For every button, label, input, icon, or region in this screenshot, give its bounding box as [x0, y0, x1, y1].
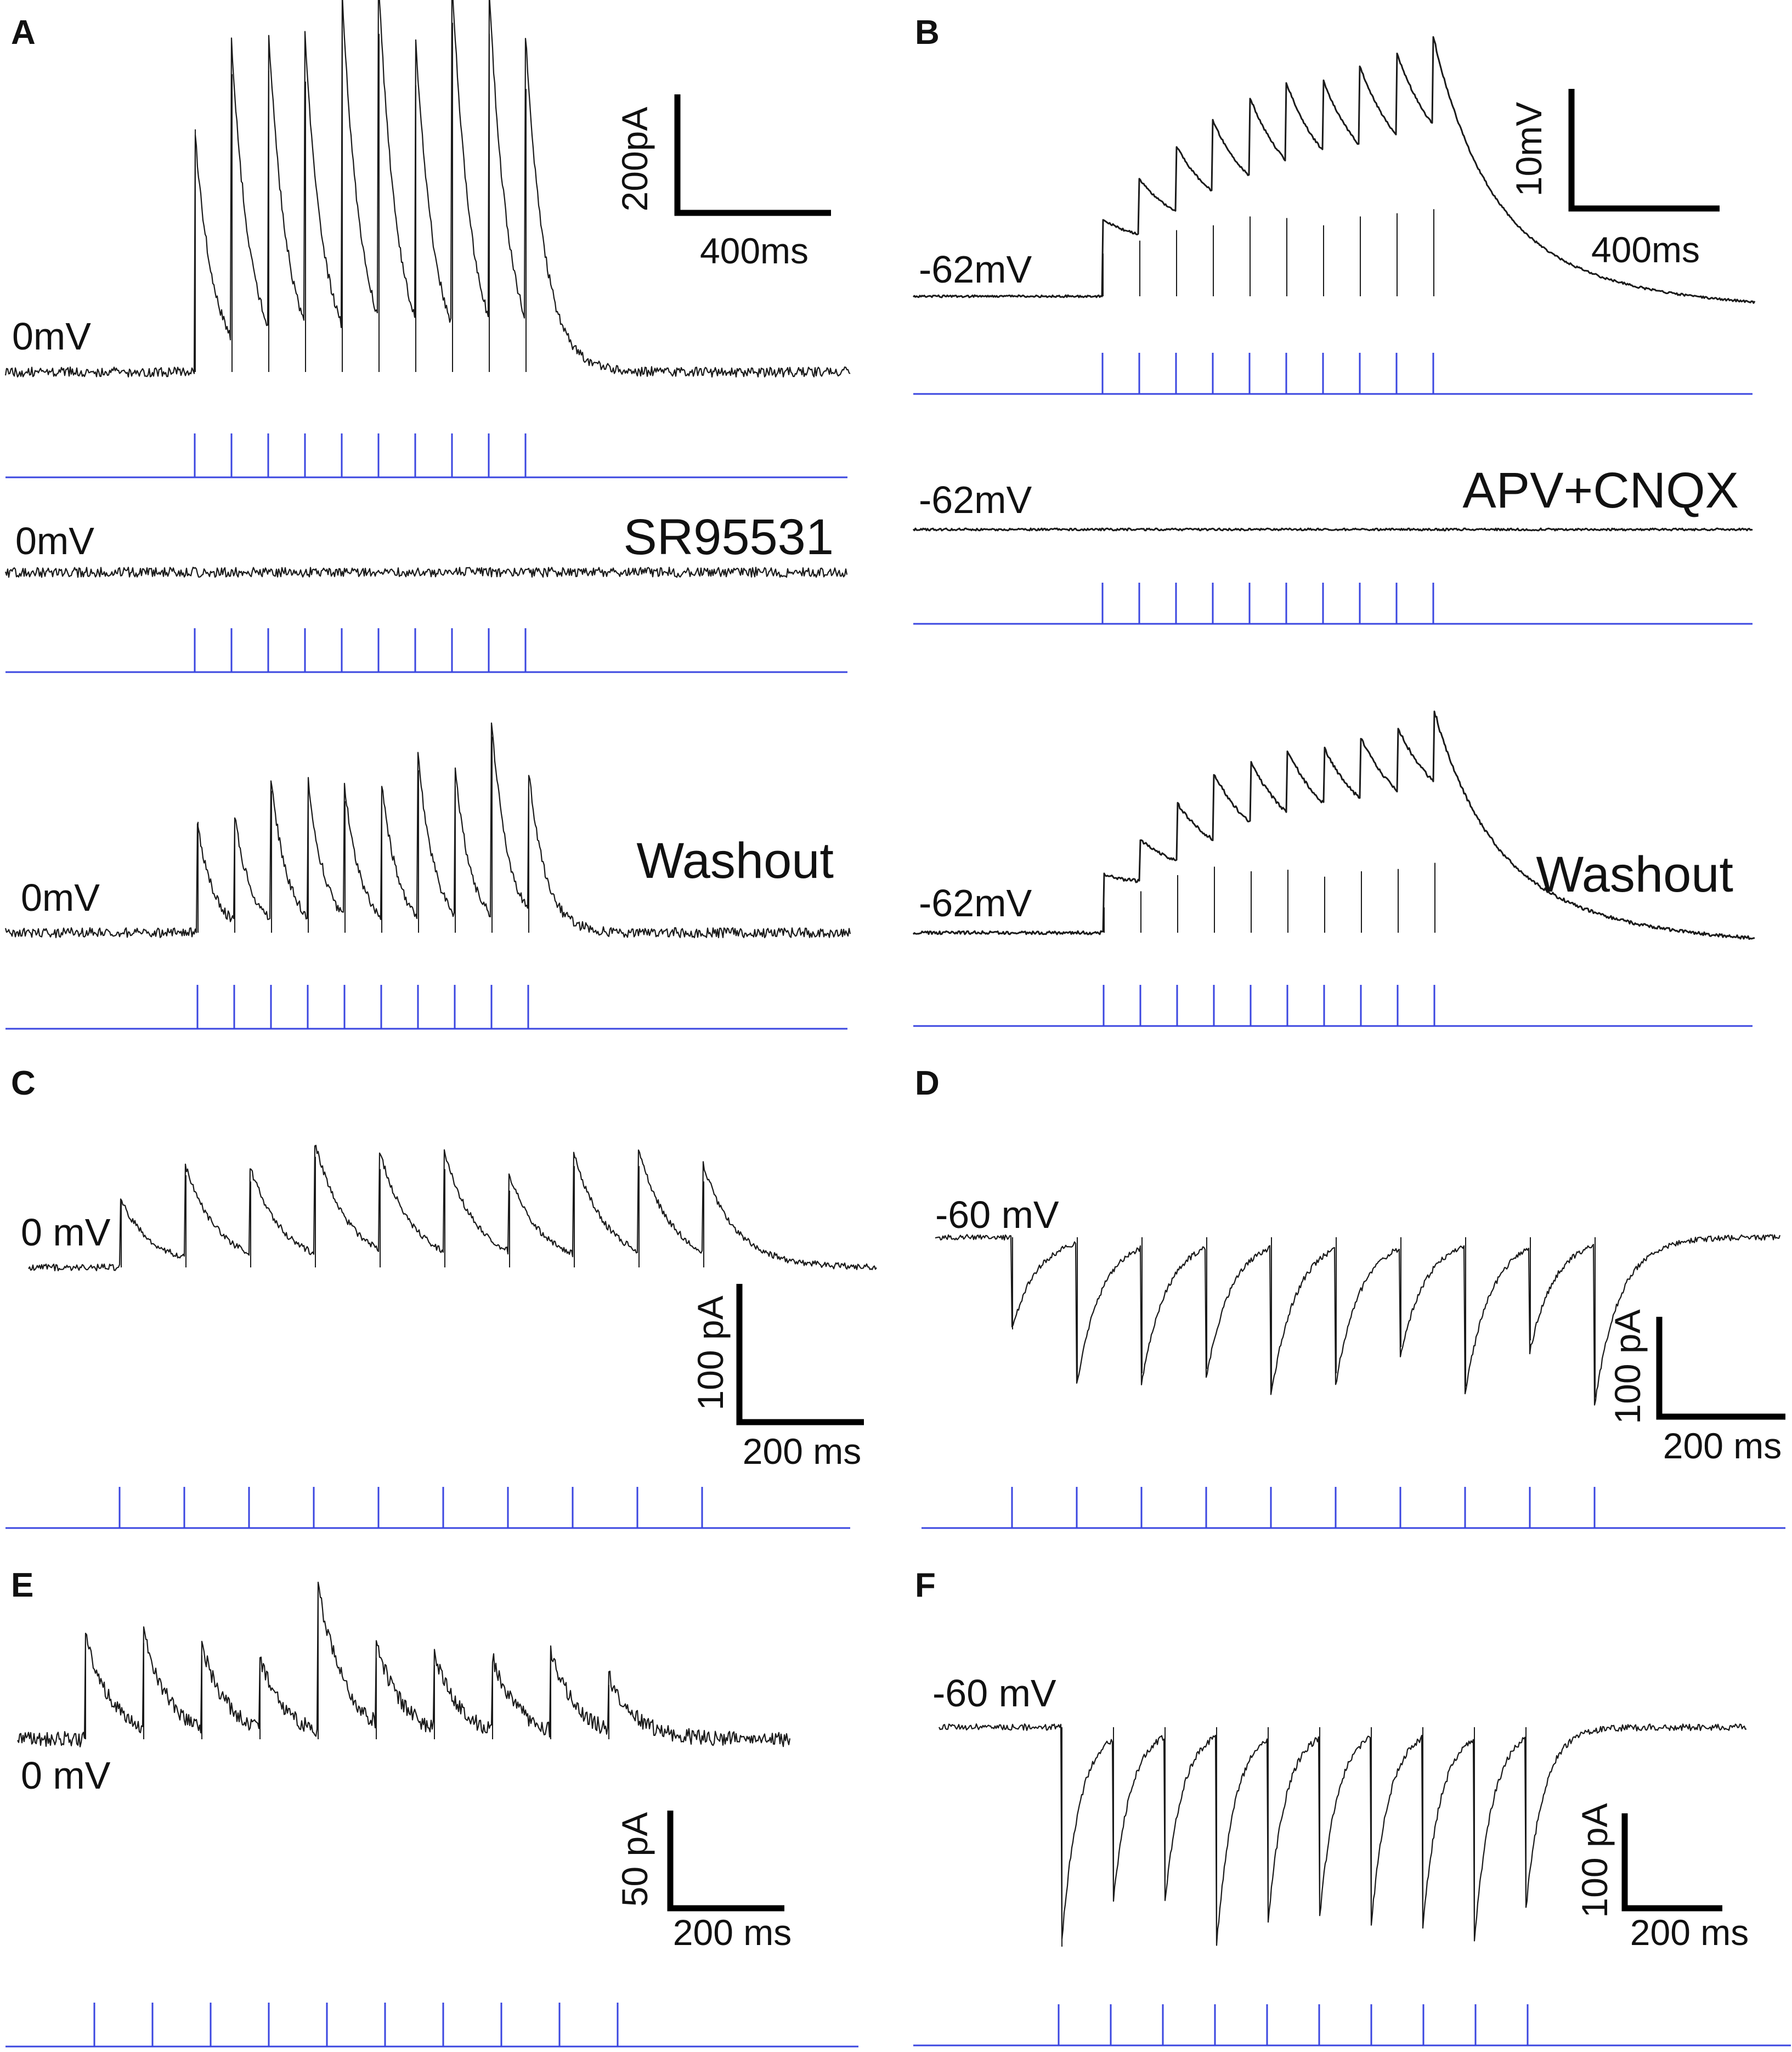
scale-bar-x-label: 200 ms: [743, 1431, 861, 1472]
scale-bar-x-label: 400ms: [700, 230, 809, 271]
stimulus-train: [5, 433, 847, 478]
scale-bar-lines: [736, 1284, 864, 1425]
scale-bar-x-label: 200 ms: [1663, 1425, 1782, 1466]
scale-bar-y-label: 100 pA: [690, 1295, 731, 1410]
panel-letter: F: [915, 1566, 936, 1604]
scale-bar-y-label: 100 pA: [1607, 1309, 1648, 1424]
panel-letter: E: [11, 1566, 33, 1604]
trace-a-2: [4, 566, 848, 578]
trace-d-1: [935, 1234, 1781, 1406]
condition-label: Washout: [636, 833, 834, 889]
stimulus-train: [5, 985, 847, 1030]
holding-potential-label: -62mV: [919, 882, 1032, 924]
scale-bar-y-label: 200pA: [614, 107, 655, 212]
holding-potential-label: -60 mV: [935, 1193, 1059, 1236]
stimulus-train: [913, 985, 1753, 1027]
trace-f-1: [939, 1723, 1747, 1946]
panel-a: A 0mV 0mV SR95531 0mV Washout 200pA 400ms: [4, 0, 851, 1030]
stimulus-train: [913, 583, 1753, 625]
scale-bar: 10mV 400ms: [1508, 89, 1720, 270]
scale-bar-y-label: 10mV: [1508, 102, 1549, 196]
panel-letter: D: [915, 1064, 940, 1102]
holding-potential-label: 0mV: [12, 315, 91, 358]
stimulus-train: [5, 1487, 850, 1529]
panel-letter: A: [11, 14, 36, 52]
trace-e-1: [17, 1581, 791, 1747]
scale-bar-lines: [1568, 89, 1720, 212]
stimulus-train: [5, 628, 847, 673]
trace-b-3: [912, 711, 1755, 940]
scale-bar-x-label: 400ms: [1591, 229, 1700, 270]
scale-bar-x-label: 200 ms: [673, 1912, 792, 1953]
scale-bar: 100 pA 200 ms: [1574, 1803, 1749, 1953]
scale-bar: 50 pA 200 ms: [614, 1811, 792, 1953]
trace-a-3: [4, 722, 851, 938]
stimulus-train: [913, 2004, 1791, 2047]
stimulus-train: [5, 2003, 858, 2048]
stimulus-train: [913, 353, 1753, 395]
stimulus-train: [922, 1487, 1785, 1529]
panel-d: D -60 mV 100 pA 200 ms: [915, 1064, 1785, 1529]
holding-potential-label: -62mV: [919, 478, 1032, 521]
trace-a-1: [4, 0, 851, 378]
panel-letter: C: [11, 1064, 36, 1102]
scale-bar: 100 pA 200 ms: [690, 1284, 864, 1472]
scale-bar-lines: [674, 94, 831, 216]
panel-e: E 0 mV 50 pA 200 ms: [5, 1566, 858, 2048]
panel-c: C 0 mV 100 pA 200 ms: [5, 1064, 877, 1529]
condition-label: APV+CNQX: [1462, 463, 1739, 518]
holding-potential-label: -62mV: [919, 248, 1032, 291]
holding-potential-label: 0mV: [15, 520, 94, 562]
scale-bar-y-label: 50 pA: [614, 1812, 655, 1907]
condition-label: SR95531: [623, 509, 834, 565]
scale-bar-lines: [1621, 1813, 1722, 1912]
trace-b-1: [912, 36, 1756, 304]
holding-potential-label: 0 mV: [21, 1211, 111, 1254]
scale-bar-x-label: 200 ms: [1630, 1912, 1749, 1953]
trace-c-1: [28, 1145, 877, 1271]
panel-f: F -60 mV 100 pA 200 ms: [913, 1566, 1791, 2047]
scale-bar-y-label: 100 pA: [1574, 1803, 1615, 1918]
scale-bar: 100 pA 200 ms: [1607, 1309, 1785, 1466]
scale-bar: 200pA 400ms: [614, 94, 831, 271]
holding-potential-label: -60 mV: [932, 1672, 1056, 1715]
panel-b: B -62mV -62mV APV+CNQX -62mV Washout 10mV 400ms: [912, 14, 1756, 1027]
condition-label: Washout: [1536, 847, 1733, 903]
holding-potential-label: 0mV: [21, 876, 100, 919]
panel-letter: B: [915, 14, 940, 52]
scale-bar-lines: [1656, 1317, 1785, 1420]
holding-potential-label: 0 mV: [21, 1754, 111, 1797]
trace-b-2: [912, 527, 1753, 532]
scale-bar-lines: [667, 1811, 784, 1912]
